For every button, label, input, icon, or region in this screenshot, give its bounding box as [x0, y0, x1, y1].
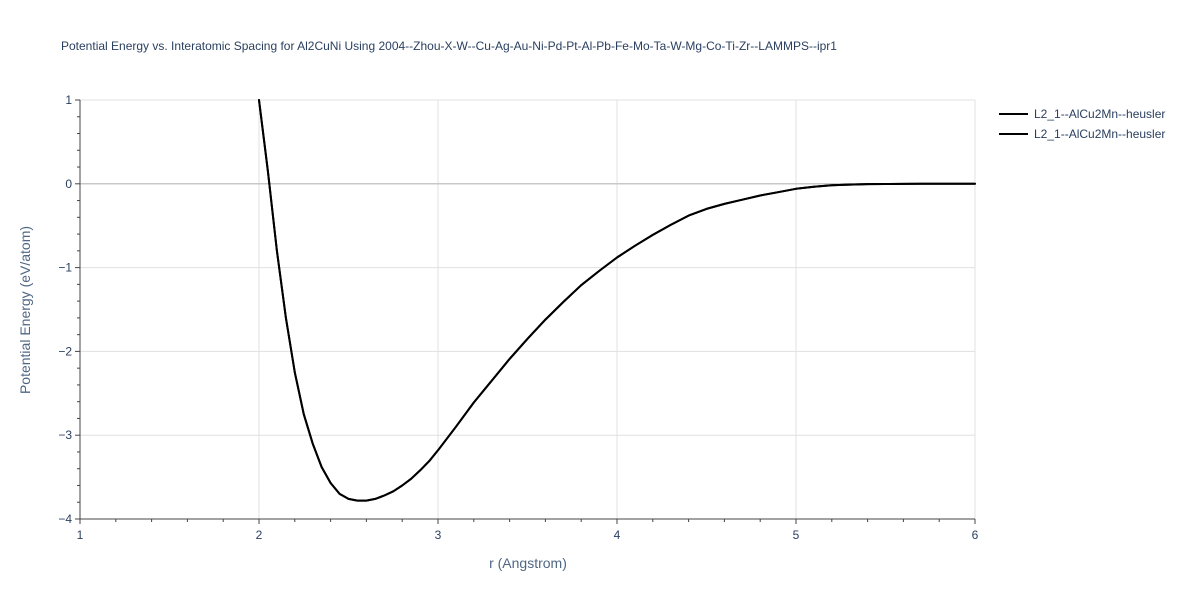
legend-item-1[interactable]: L2_1--AlCu2Mn--heusler — [999, 107, 1165, 121]
x-tick-label: 6 — [972, 528, 979, 542]
chart-title: Potential Energy vs. Interatomic Spacing… — [61, 39, 837, 53]
legend-label: L2_1--AlCu2Mn--heusler — [1034, 127, 1165, 141]
y-tick-label: −1 — [58, 261, 72, 275]
series-line-2 — [258, 99, 976, 502]
x-tick-label: 3 — [435, 528, 442, 542]
y-tick-label: −2 — [58, 344, 72, 358]
legend-item-2[interactable]: L2_1--AlCu2Mn--heusler — [999, 127, 1165, 141]
grid-lines — [80, 99, 976, 519]
series-lines — [258, 99, 976, 502]
x-tick-label: 4 — [614, 528, 621, 542]
axes — [75, 99, 976, 524]
x-tick-label: 5 — [793, 528, 800, 542]
x-axis-title: r (Angstrom) — [489, 555, 567, 571]
y-tick-label: −4 — [58, 512, 72, 526]
x-tick-label: 2 — [256, 528, 263, 542]
y-tick-label: 0 — [65, 177, 72, 191]
legend-label: L2_1--AlCu2Mn--heusler — [1034, 107, 1165, 121]
y-tick-label: −3 — [58, 428, 72, 442]
x-tick-label: 1 — [77, 528, 84, 542]
tick-labels: 1 2 3 4 5 6 1 0 −1 −2 −3 −4 — [58, 93, 978, 542]
legend[interactable]: L2_1--AlCu2Mn--heusler L2_1--AlCu2Mn--heu… — [999, 107, 1165, 141]
y-tick-label: 1 — [65, 93, 72, 107]
y-axis-title: Potential Energy (eV/atom) — [17, 226, 33, 394]
